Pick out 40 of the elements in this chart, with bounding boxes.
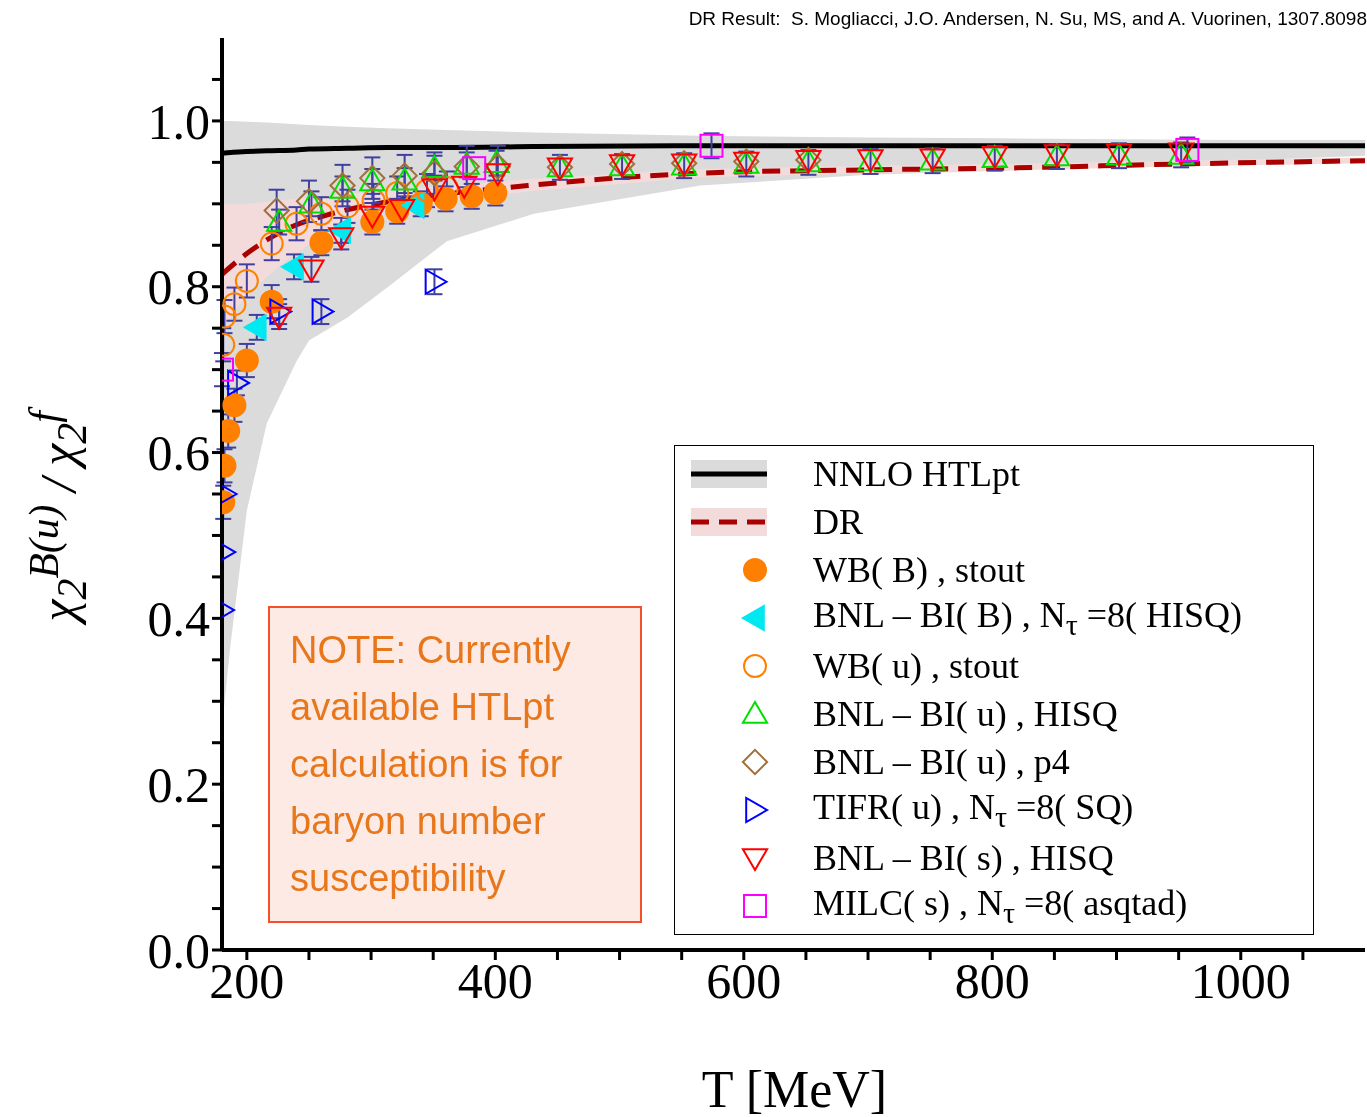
legend-label: BNL – BI( u) , p4 — [813, 741, 1070, 783]
x-axis-title: T [MeV] — [700, 1060, 889, 1117]
x-tick-label: 200 — [209, 952, 285, 1009]
point — [335, 194, 360, 219]
point — [259, 231, 284, 256]
point — [451, 175, 478, 199]
point — [222, 292, 247, 317]
legend-label: DR — [813, 501, 864, 543]
x-tick-label: 600 — [706, 952, 782, 1009]
point — [462, 156, 487, 181]
y-tick-label: 1.0 — [147, 93, 210, 150]
text: DR Result: S. Mogliacci, J.O. Andersen, N. Su, MS, and A. Vuorinen, 1307.8098 — [688, 8, 1367, 30]
legend-label: BNL – BI( B) , N$_{τ}$ =8( HISQ) — [813, 593, 1243, 643]
point — [361, 188, 386, 213]
point — [359, 205, 386, 229]
point — [391, 167, 418, 191]
annotation: NOTE: Currently available HTLpt calculation is for baryon number susceptibility — [268, 606, 642, 923]
legend-label: WB( u) , stout — [813, 645, 1019, 687]
legend-label: WB( B) , stout — [813, 549, 1025, 591]
x-tick-label: 800 — [954, 952, 1030, 1009]
y-tick-label: 0.8 — [147, 259, 210, 316]
y-tick-label: 0.2 — [147, 756, 210, 813]
y-tick-label: 0.6 — [147, 425, 210, 482]
point — [284, 211, 309, 236]
point — [309, 201, 334, 226]
x-tick-label: 1000 — [1190, 952, 1291, 1009]
point — [391, 162, 418, 189]
y-tick-label: 0.0 — [147, 922, 210, 979]
legend-label: BNL – BI( s) , HISQ — [813, 837, 1114, 879]
x-tick-label: 400 — [457, 952, 533, 1009]
point — [484, 163, 511, 187]
legend-label: NNLO HTLpt — [813, 453, 1020, 495]
legend-label: TIFR( u) , N$_{τ}$ =8( SQ) — [813, 785, 1134, 835]
point — [484, 153, 511, 180]
point — [234, 348, 259, 373]
point — [222, 393, 247, 418]
y-tick-label: 0.4 — [147, 591, 210, 648]
legend-label: MILC( s) , N$_{τ}$ =8( asqtad) — [813, 881, 1188, 931]
point — [234, 268, 259, 293]
legend-label: BNL – BI( u) , HISQ — [813, 693, 1118, 735]
